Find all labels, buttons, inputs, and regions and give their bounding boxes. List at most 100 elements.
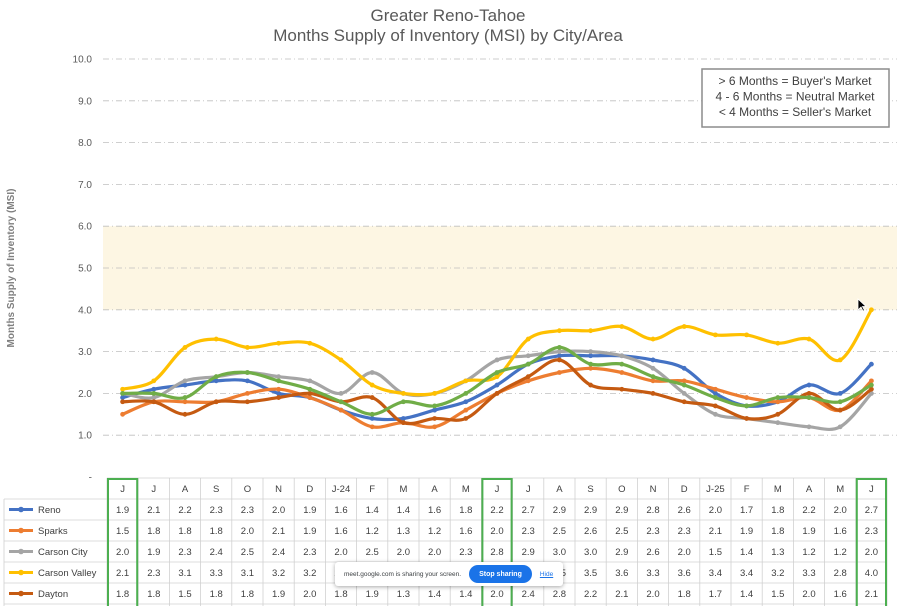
- table-cell: 2.0: [865, 547, 878, 558]
- data-point: [837, 399, 843, 405]
- market-legend-entry: < 4 Months = Seller's Market: [719, 105, 872, 119]
- data-point: [775, 395, 781, 400]
- table-cell: 1.8: [116, 589, 129, 600]
- table-cell: 2.3: [522, 526, 535, 537]
- data-point: [120, 399, 125, 405]
- data-point: [338, 407, 344, 413]
- table-cell: 2.2: [490, 505, 503, 516]
- data-point: [588, 365, 593, 371]
- y-tick-label: 1.0: [78, 431, 92, 442]
- table-cell: 1.5: [771, 589, 784, 600]
- table-cell: 1.8: [178, 526, 191, 537]
- table-cell: 1.9: [740, 526, 753, 537]
- data-point: [432, 424, 437, 430]
- data-point: [713, 391, 718, 396]
- table-cell: 4.0: [865, 568, 878, 579]
- data-point: [806, 382, 812, 388]
- data-point: [557, 349, 562, 354]
- data-point: [213, 399, 219, 405]
- table-cell: 1.3: [397, 526, 410, 537]
- table-cell: 1.9: [272, 589, 285, 600]
- legend-key: [9, 506, 33, 513]
- data-point: [276, 391, 281, 396]
- table-cell: 3.1: [241, 568, 254, 579]
- data-point: [650, 374, 656, 380]
- data-point: [837, 407, 843, 413]
- table-cell: 2.9: [584, 505, 597, 516]
- data-point: [276, 378, 281, 384]
- data-point: [619, 353, 625, 359]
- table-cell: 2.1: [272, 526, 285, 537]
- table-cell: 3.2: [771, 568, 784, 579]
- table-cell: 3.5: [584, 568, 597, 579]
- table-cell: 3.1: [178, 568, 191, 579]
- data-point: [120, 411, 125, 417]
- table-cell: 2.8: [646, 505, 659, 516]
- table-cell: 1.8: [210, 589, 223, 600]
- x-tick-label: J: [526, 484, 531, 495]
- table-cell: 2.0: [334, 547, 347, 558]
- table-cell: 2.0: [490, 589, 503, 600]
- data-point: [837, 357, 843, 363]
- table-cell: 1.3: [397, 589, 410, 600]
- market-legend-entry: 4 - 6 Months = Neutral Market: [715, 90, 875, 104]
- data-point: [276, 395, 281, 400]
- data-point: [713, 386, 718, 392]
- x-tick-label: J: [495, 484, 500, 495]
- data-point: [588, 382, 593, 388]
- data-point: [120, 395, 125, 400]
- data-point: [245, 399, 250, 405]
- hide-link[interactable]: Hide: [539, 570, 554, 578]
- table-cell: 1.5: [116, 526, 129, 537]
- data-point: [182, 345, 188, 350]
- table-cell: 1.6: [834, 526, 847, 537]
- data-point: [245, 370, 250, 375]
- data-point: [525, 336, 531, 342]
- table-cell: 2.9: [615, 505, 628, 516]
- x-tick-label: J: [151, 484, 156, 495]
- table-cell: 1.4: [397, 505, 410, 516]
- plot-area: 10.0 9.0 8.0 7.0 6.0 5.0 4.0 3.0 2.0 1.0 -: [73, 55, 897, 484]
- data-point: [120, 386, 125, 392]
- series-reno: [120, 353, 874, 422]
- table-cell: 2.3: [241, 505, 254, 516]
- data-point: [869, 391, 874, 396]
- data-point: [369, 424, 375, 430]
- data-point: [588, 361, 593, 367]
- table-cell: 3.3: [210, 568, 223, 579]
- data-point: [588, 349, 593, 354]
- x-tick-label: J-25: [706, 484, 724, 495]
- series-name: Dayton: [38, 589, 68, 600]
- data-point: [369, 416, 375, 421]
- x-tick-label: M: [399, 484, 407, 495]
- legend-key: [9, 569, 33, 576]
- table-cell: 2.3: [678, 526, 691, 537]
- table-cell: 2.9: [553, 505, 566, 516]
- table-cell: 2.0: [116, 547, 129, 558]
- table-cell: 1.8: [241, 589, 254, 600]
- data-point: [432, 391, 437, 396]
- table-cell: 2.3: [210, 505, 223, 516]
- data-point: [463, 407, 469, 413]
- table-cell: 2.1: [865, 589, 878, 600]
- data-point: [525, 378, 531, 384]
- y-tick-label: 6.0: [78, 222, 92, 233]
- market-legend-entry: > 6 Months = Buyer's Market: [718, 74, 872, 88]
- table-cell: 1.6: [834, 589, 847, 600]
- table-cell: 2.1: [615, 589, 628, 600]
- stop-sharing-button[interactable]: Stop sharing: [469, 565, 532, 583]
- table-cell: 1.4: [740, 589, 753, 600]
- x-tick-label: N: [650, 484, 657, 495]
- table-cell: 2.3: [646, 526, 659, 537]
- chart-subtitle: Months Supply of Inventory (MSI) by City…: [273, 26, 623, 45]
- data-point: [338, 391, 344, 396]
- data-point: [806, 336, 812, 342]
- table-cell: 2.1: [147, 505, 160, 516]
- legend-key: [9, 548, 33, 555]
- data-point: [182, 382, 188, 388]
- table-cell: 2.0: [272, 505, 285, 516]
- data-point: [151, 386, 157, 392]
- series-carson-valley: [120, 307, 874, 397]
- table-cell: 2.5: [553, 526, 566, 537]
